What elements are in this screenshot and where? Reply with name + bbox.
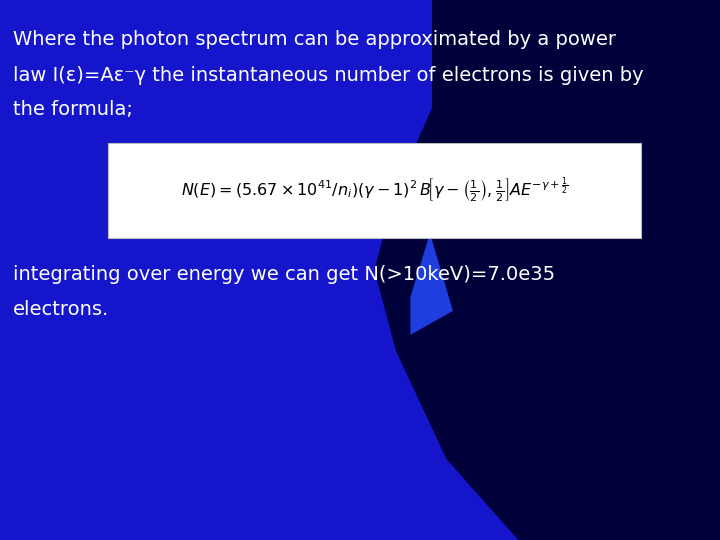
Polygon shape [374, 0, 720, 540]
Text: integrating over energy we can get N(>10keV)=7.0e35: integrating over energy we can get N(>10… [13, 265, 555, 284]
Text: electrons.: electrons. [13, 300, 109, 319]
Text: Where the photon spectrum can be approximated by a power: Where the photon spectrum can be approxi… [13, 30, 616, 49]
Polygon shape [410, 0, 720, 335]
Text: law I(ε)=Aε⁻γ the instantaneous number of electrons is given by: law I(ε)=Aε⁻γ the instantaneous number o… [13, 66, 644, 85]
Polygon shape [425, 0, 720, 313]
FancyBboxPatch shape [108, 143, 641, 238]
Text: $N(E) = (5.67 \times 10^{41} / n_i)(\gamma - 1)^2 \,B\!\left[\gamma - \left(\fra: $N(E) = (5.67 \times 10^{41} / n_i)(\gam… [181, 175, 568, 205]
Polygon shape [454, 0, 720, 335]
Text: the formula;: the formula; [13, 100, 132, 119]
